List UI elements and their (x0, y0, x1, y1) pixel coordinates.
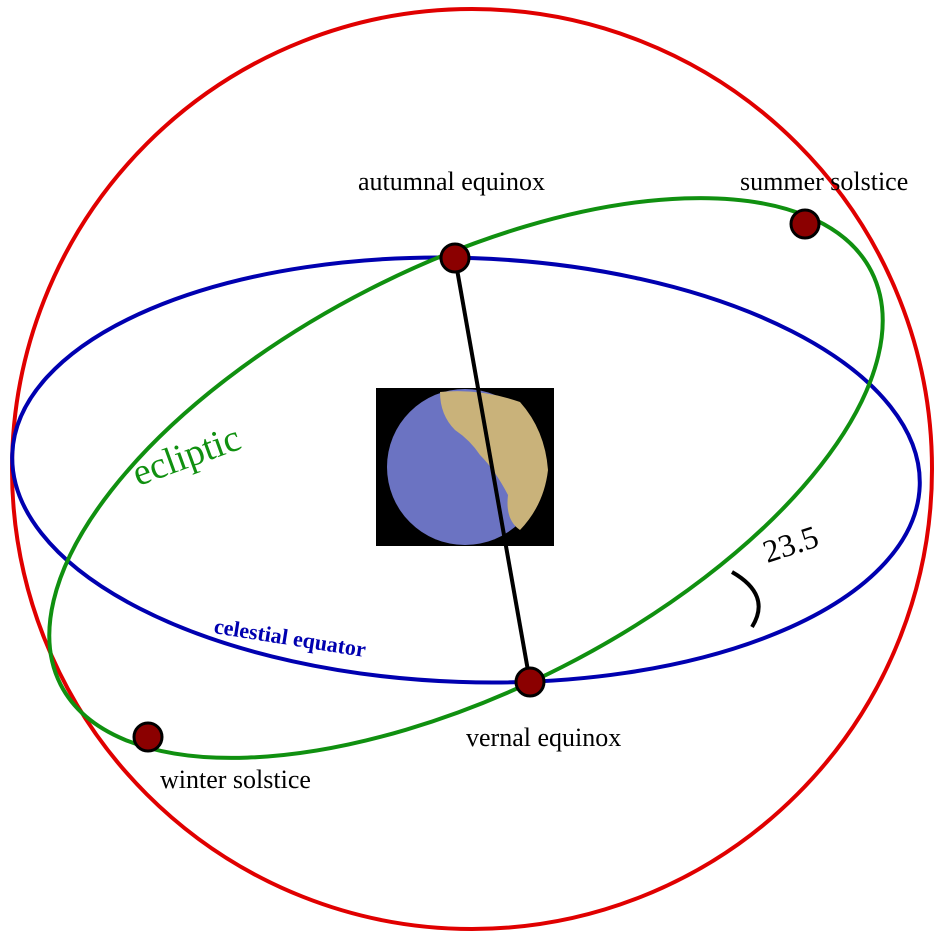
summer-solstice-dot (789, 208, 821, 240)
ecliptic-ellipse (47, 196, 885, 760)
winter-solstice-dot (132, 721, 164, 753)
celestial-equator-ellipse (10, 255, 922, 685)
winter-solstice-label: winter solstice (160, 765, 311, 794)
autumnal-equinox-dot (439, 242, 471, 274)
celestial-equator-label: celestial equator (212, 613, 368, 662)
equinox-line (453, 257, 532, 683)
angle-arc (730, 570, 761, 629)
vernal-equinox-label: vernal equinox (466, 723, 621, 752)
vernal-equinox-dot (514, 666, 546, 698)
earth-continent (440, 391, 548, 530)
ecliptic-label: ecliptic (127, 417, 246, 495)
autumnal-equinox-label: autumnal equinox (358, 167, 545, 196)
earth (376, 388, 554, 546)
summer-solstice-label: summer solstice (740, 167, 908, 196)
